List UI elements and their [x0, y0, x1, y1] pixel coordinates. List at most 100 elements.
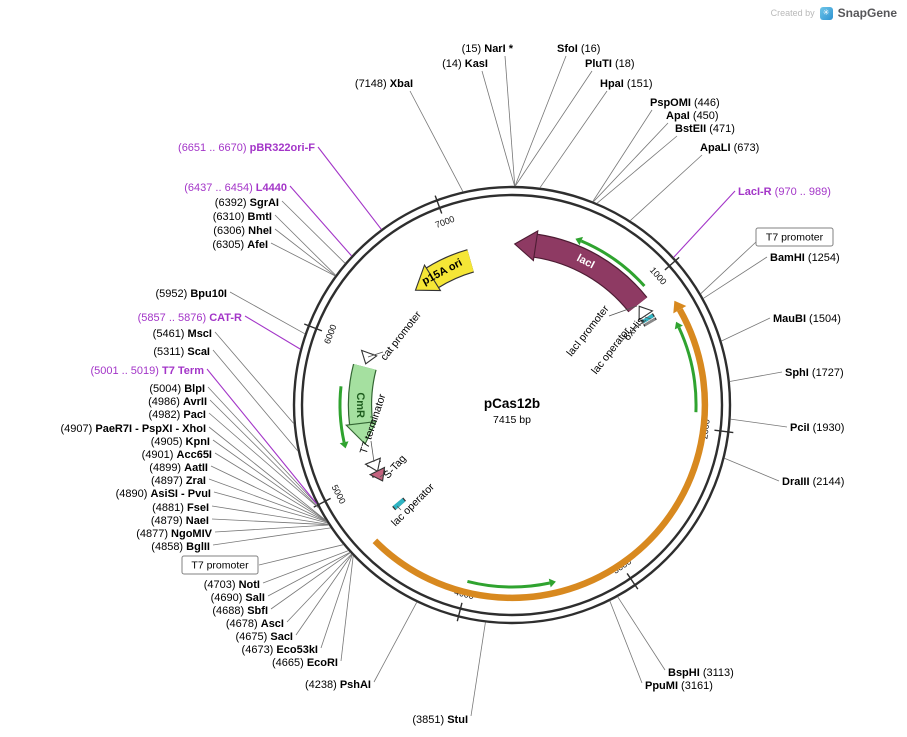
site-label-SacI[interactable]: (4675) SacI [236, 631, 294, 643]
site-label-CAT-R[interactable]: (5857 .. 5876) CAT-R [138, 312, 242, 324]
site-leader-T7-Term [206, 368, 317, 504]
orf-arrow-right-arrowhead [674, 321, 683, 330]
t7-promoter-left-text: T7 promoter [191, 560, 249, 572]
feature-lac-operator-bottom-box[interactable] [392, 497, 407, 511]
site-label-Bpu10I[interactable]: (5952) Bpu10I [155, 288, 227, 300]
site-leader-ScaI [212, 349, 299, 452]
site-label-PpuMI[interactable]: PpuMI (3161) [645, 680, 713, 692]
feature-orf-arrow-left[interactable] [338, 386, 349, 449]
site-label-L4440[interactable]: (6437 .. 6454) L4440 [184, 182, 287, 194]
site-label-FseI[interactable]: (4881) FseI [152, 502, 209, 514]
site-leader-AfeI [270, 242, 336, 277]
site-label-HpaI[interactable]: HpaI (151) [600, 78, 653, 90]
feature-orf-arrow-top[interactable] [575, 236, 646, 288]
lacI-gene-body [533, 234, 647, 312]
site-label-PluTI[interactable]: PluTI (18) [585, 58, 635, 70]
site-label-EcoRI[interactable]: (4665) EcoRI [272, 657, 338, 669]
inner-leader-lac-operator-bottom [396, 505, 402, 511]
tick-mark-1000 [664, 256, 680, 271]
site-label-SfoI[interactable]: SfoI (16) [557, 43, 600, 55]
p15a-ori-arrowhead [414, 263, 442, 292]
site-leader-SbfI [270, 552, 351, 610]
site-label-BstEII[interactable]: BstEII (471) [675, 123, 735, 135]
feature-s-tag-arrow[interactable] [368, 466, 386, 482]
site-label-PshAI[interactable]: (4238) PshAI [305, 679, 371, 691]
site-label-Eco53kI[interactable]: (4673) Eco53kI [242, 644, 318, 656]
site-label-LacI-R[interactable]: LacI-R (970 .. 989) [738, 186, 831, 198]
site-label-BmtI[interactable]: (6310) BmtI [213, 211, 272, 223]
inner-leader-laci-promoter [608, 305, 638, 317]
site-label-SgrAI[interactable]: (6392) SgrAI [215, 197, 279, 209]
site-label-AscI[interactable]: (4678) AscI [226, 618, 284, 630]
t7-promoter-right-text: T7 promoter [766, 232, 824, 244]
cmr-gene-label: CmR [354, 392, 366, 418]
site-label-NheI[interactable]: (6306) NheI [213, 225, 272, 237]
site-leader-MscI [214, 331, 295, 424]
feature-orf-arrow-bottom[interactable] [467, 578, 556, 589]
site-label-BspHI[interactable]: BspHI (3113) [668, 667, 734, 679]
site-label-ApaLI[interactable]: ApaLI (673) [700, 142, 759, 154]
site-label-AatII[interactable]: (4899) AatII [149, 462, 208, 474]
site-label-KasI[interactable]: (14) KasI [442, 58, 488, 70]
site-label-AsiSI-PvuI[interactable]: (4890) AsiSI - PvuI [116, 488, 211, 500]
site-leader-StuI [470, 622, 486, 717]
feature-cmr-gene[interactable]: CmR [345, 363, 377, 445]
inner-label-lac-operator-top[interactable]: lac operator [589, 325, 633, 376]
orf-arrow-right-body [677, 326, 698, 413]
feature-cat-promoter-arrow[interactable] [360, 349, 378, 365]
site-label-ZraI[interactable]: (4897) ZraI [151, 475, 206, 487]
feature-orf-arrow-right[interactable] [674, 321, 698, 413]
feature-lac-operator-top-box[interactable] [640, 313, 655, 324]
site-label-SalI[interactable]: (4690) SalI [211, 592, 265, 604]
feature-lacI-gene[interactable]: lacI [513, 229, 648, 313]
site-label-BlpI[interactable]: (5004) BlpI [149, 383, 205, 395]
site-leader-NotI [262, 550, 349, 584]
site-label-BglII[interactable]: (4858) BglII [151, 541, 210, 553]
inner-leader-s-tag [379, 472, 386, 478]
site-leader-DraIII [724, 457, 780, 482]
site-label-MauBI[interactable]: MauBI (1504) [773, 313, 841, 325]
site-leader-LacI-R [673, 190, 736, 258]
feature-his6-box[interactable] [643, 317, 657, 327]
feature-lacI-promoter-arrow[interactable] [638, 305, 654, 321]
site-label-SphI[interactable]: SphI (1727) [785, 367, 844, 379]
site-label-SbfI[interactable]: (4688) SbfI [212, 605, 268, 617]
feature-t7-terminator-shape[interactable] [364, 457, 382, 473]
site-label-MscI[interactable]: (5461) MscI [153, 328, 212, 340]
site-label-NaeI[interactable]: (4879) NaeI [151, 515, 209, 527]
site-label-AvrII[interactable]: (4986) AvrII [148, 396, 207, 408]
site-label-NarI[interactable]: (15) NarI * [462, 43, 514, 55]
site-label-T7-Term[interactable]: (5001 .. 5019) T7 Term [90, 365, 204, 377]
feature-p15a-ori[interactable]: p15A ori [414, 249, 475, 292]
site-label-KpnI[interactable]: (4905) KpnI [151, 436, 210, 448]
site-label-NgoMIV[interactable]: (4877) NgoMIV [136, 528, 212, 540]
tick-mark-6000 [303, 323, 323, 332]
site-label-XbaI[interactable]: (7148) XbaI [355, 78, 413, 90]
site-label-Acc65I[interactable]: (4901) Acc65I [142, 449, 212, 461]
site-label-PciI[interactable]: PciI (1930) [790, 422, 844, 434]
site-leader-CAT-R [244, 315, 301, 350]
site-label-DraIII[interactable]: DraIII (2144) [782, 476, 844, 488]
inner-leader-t7-terminator [370, 440, 375, 463]
site-label-ScaI[interactable]: (5311) ScaI [153, 346, 210, 358]
site-label-PaeR7I-PspXI-XhoI[interactable]: (4907) PaeR7I - PspXI - XhoI [61, 423, 207, 435]
site-leader-SalI [267, 552, 351, 597]
site-label-NotI[interactable]: (4703) NotI [204, 579, 260, 591]
site-label-PspOMI[interactable]: PspOMI (446) [650, 97, 720, 109]
boxed-label-t7-promoter-right[interactable]: T7 promoter [755, 227, 834, 247]
site-leader-BlpI [207, 386, 318, 505]
site-label-PacI[interactable]: (4982) PacI [149, 409, 207, 421]
inner-label-s-tag[interactable]: S-Tag [381, 453, 408, 482]
site-leader-PaeR7I-PspXI-XhoI [208, 426, 327, 521]
site-label-AfeI[interactable]: (6305) AfeI [212, 239, 268, 251]
feature-cas12b-cds[interactable] [372, 300, 709, 602]
site-leader-Eco53kI [320, 554, 353, 649]
site-label-ApaI[interactable]: ApaI (450) [666, 110, 719, 122]
site-label-StuI[interactable]: (3851) StuI [412, 714, 468, 726]
inner-label-cat-promoter[interactable]: cat promoter [378, 309, 424, 363]
site-label-pBR322ori-F[interactable]: (6651 .. 6670) pBR322ori-F [178, 142, 315, 154]
boxed-label-t7-promoter-left[interactable]: T7 promoter [181, 555, 259, 575]
tick-mark-2000 [714, 429, 734, 434]
site-label-BamHI[interactable]: BamHI (1254) [770, 252, 840, 264]
tick-mark-7000 [434, 195, 443, 214]
